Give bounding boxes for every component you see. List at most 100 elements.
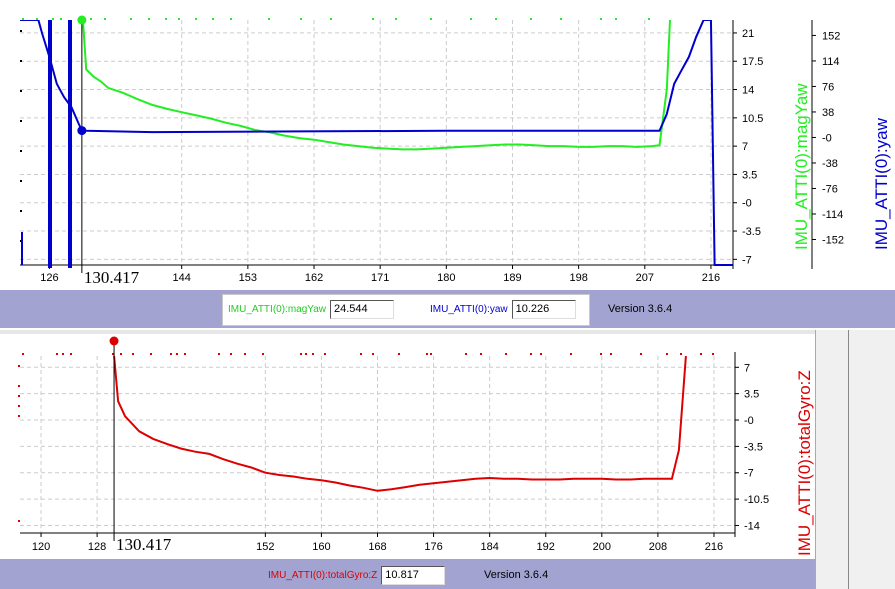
bottom-red-dot [530,353,532,355]
yaw-value-input[interactable]: 10.226 [511,299,576,319]
top-y2-tick-label: -152 [822,234,844,246]
top-green-dot [36,18,38,20]
series-line-magyaw [81,20,671,151]
top-yaw-wrap [709,19,733,266]
bottom-x-tick-label: 168 [368,541,386,553]
top-x-tick-label: 189 [503,272,521,284]
bottom-x-tick-label: 128 [88,541,106,553]
bottom-red-dot [666,353,668,355]
bottom-red-dot [700,353,702,355]
bottom-y-tick-label: -7 [744,468,754,480]
bottom-red-dot [712,353,714,355]
bottom-y-tick-label: -10.5 [744,494,769,506]
top-y-tick-label: 10.5 [742,113,763,125]
top-y-tick-label: 3.5 [742,169,757,181]
top-x-tick-label: 198 [569,272,587,284]
top-y2-tick-label: -0 [822,132,832,144]
bottom-y-axis-label-totalgyro: IMU_ATTI(0):totalGyro:Z [795,370,814,556]
magyaw-value-input[interactable]: 24.544 [329,299,394,319]
bottom-red-dot [600,353,602,355]
top-x-tick-label: 171 [371,272,389,284]
top-green-dot [130,18,132,20]
top-y-axis-label-yaw: IMU_ATTI(0):yaw [872,117,891,250]
top-field-yaw: IMU_ATTI(0):yaw 10.226 [424,299,576,319]
top-x-tick-label: 144 [173,272,191,284]
bottom-red-dot [465,353,467,355]
bottom-red-dot [640,353,642,355]
top-y2-tick-label: -38 [822,158,838,170]
top-green-dot [148,18,150,20]
bottom-red-dot [426,353,428,355]
bottom-left-dot [18,365,20,367]
bottom-left-dot [18,405,20,407]
top-green-dot [165,18,167,20]
top-green-dot [615,18,617,20]
bottom-x-tick-label: 208 [649,541,667,553]
bottom-red-dot [610,353,612,355]
top-green-dot [104,18,106,20]
cursor-marker-magyaw [77,15,87,25]
bottom-red-dot [150,353,152,355]
bottom-x-tick-label: 120 [32,541,50,553]
chart-separator [0,330,815,334]
top-left-dot [20,60,22,62]
bottom-red-dot [305,353,307,355]
bottom-left-dot [18,395,20,397]
top-green-dot [195,18,197,20]
bottom-red-dot [480,353,482,355]
top-field-magyaw: IMU_ATTI(0):magYaw 24.544 [222,299,394,319]
top-left-dot [20,180,22,182]
top-left-dot [20,210,22,212]
top-green-dot [60,18,62,20]
top-chart: 126 144 153 162 171 180 189 198 207 216 21 17.5 14 10… [20,15,891,287]
top-green-dot [230,18,232,20]
top-green-dot [495,18,497,20]
bottom-red-dot [70,353,72,355]
bottom-x-tick-label: 176 [424,541,442,553]
series-line-yaw [20,20,711,134]
top-y2-tick-label: -76 [822,183,838,195]
bottom-red-dot [56,353,58,355]
bottom-x-tick-label: 216 [705,541,723,553]
bottom-red-dot [112,353,114,355]
top-y2-tick-label: 114 [822,56,840,68]
cursor-marker-totalgyro [109,336,119,346]
top-cursor-label: 130.417 [84,268,140,287]
bottom-red-dot [176,353,178,355]
top-y2-tick-label: -114 [822,209,843,221]
bottom-red-dot [132,353,134,355]
top-green-dot [600,18,602,20]
bottom-red-dot [398,353,400,355]
top-green-dot [212,18,214,20]
bottom-red-dot [430,353,432,355]
top-green-dot [470,18,472,20]
top-green-dot [648,18,650,20]
bottom-red-dot [218,353,220,355]
bottom-y-tick-label: -14 [744,520,760,532]
right-scroll-panel[interactable] [815,330,895,589]
top-green-dot [300,18,302,20]
top-x-tick-label: 126 [40,272,58,284]
bottom-y-tick-label: 7 [744,362,750,374]
top-y-tick-label: -0 [742,198,752,210]
top-y-tick-label: 7 [742,141,748,153]
bottom-version-label: Version 3.6.4 [484,569,549,581]
top-y-tick-label: -3.5 [742,226,761,238]
top-x-tick-label: 162 [305,272,323,284]
top-y-tick-label: 14 [742,85,754,97]
top-left-dot [20,150,22,152]
top-green-dot [560,18,562,20]
top-green-dot [52,18,54,20]
top-version-label: Version 3.6.4 [608,303,673,315]
top-y-tick-label: 21 [742,28,754,40]
bottom-x-tick-label: 200 [593,541,611,553]
top-yaw-spike [48,20,52,268]
bottom-red-dot [680,353,682,355]
top-plot-area [20,20,733,265]
bottom-red-dot [22,353,24,355]
top-green-dot [395,18,397,20]
bottom-x-tick-label: 192 [537,541,555,553]
totalgyro-value-input[interactable]: 10.817 [381,565,446,585]
top-green-dot [330,18,332,20]
